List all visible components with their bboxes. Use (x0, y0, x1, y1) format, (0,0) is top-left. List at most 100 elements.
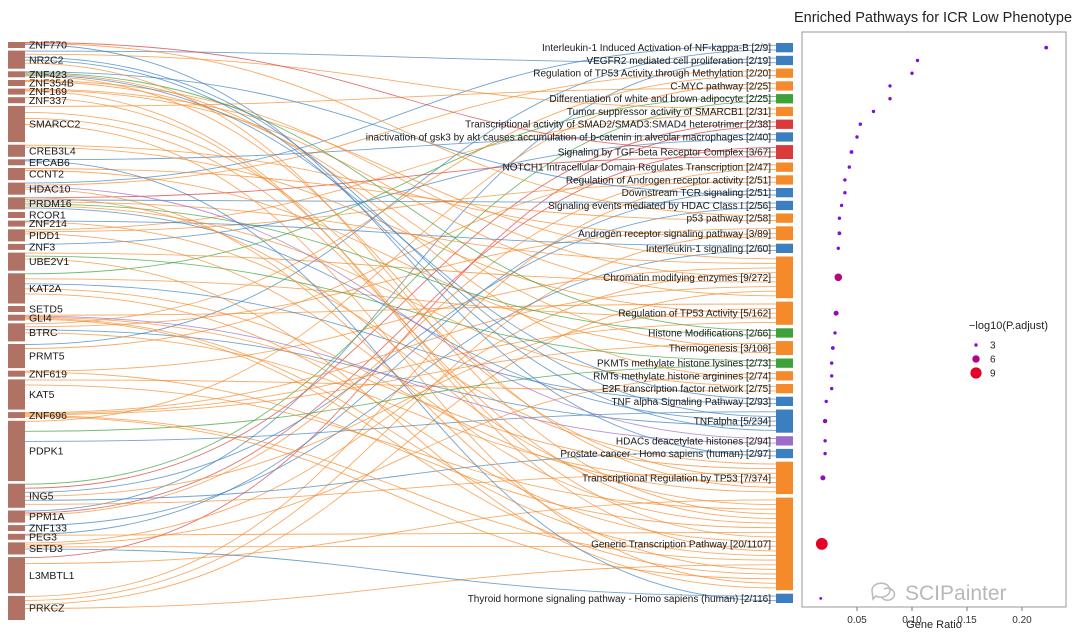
gene-label: PRDM16 (29, 198, 72, 210)
gene-label: CREB3L4 (29, 145, 76, 157)
dot-regulation-of-tp53-activity-through-meth (910, 71, 914, 75)
sankey-link (24, 181, 777, 233)
gene-label: EFCAB6 (29, 157, 70, 169)
legend-dot (974, 343, 978, 347)
sankey-link (24, 168, 777, 221)
sankey-link (24, 90, 777, 552)
gene-node-creb3l4 (8, 144, 25, 157)
gene-node-rcor1 (8, 212, 25, 218)
gene-label: SMARCC2 (29, 119, 81, 131)
pathway-node-regulation-of-androgen-receptor-activity (776, 175, 793, 185)
gene-label: NR2C2 (29, 54, 64, 66)
legend-label: 9 (990, 369, 996, 380)
sankey-link (24, 258, 777, 589)
sankey-link (24, 499, 777, 565)
sankey-link (24, 168, 777, 516)
gene-label: KAT5 (29, 389, 55, 401)
sankey-link (24, 188, 777, 570)
gene-label: ZNF423 (29, 69, 67, 81)
gene-node-znf770 (8, 42, 25, 48)
pathway-node-interleukin-1-signaling-2-60 (776, 243, 793, 253)
gene-node-ccnt2 (8, 168, 25, 181)
sankey-link (24, 329, 777, 427)
sankey-link (24, 203, 777, 336)
pathway-label: E2F transcription factor network [2/75] (602, 384, 771, 395)
pathway-label: Transcriptional activity of SMAD2/SMAD3:… (465, 120, 771, 131)
gene-node-pidd1 (8, 229, 25, 242)
gene-node-prkcz (8, 595, 25, 620)
pathway-node-vegfr2-mediated-cell-proliferation-2-19 (776, 55, 793, 66)
gene-node-ppm1a (8, 510, 25, 523)
pathway-node-tumor-suppressor-activity-of-smarcb1-2-3 (776, 106, 793, 117)
pathway-label: TNFalpha [5/234] (694, 417, 771, 428)
pathway-node-signaling-by-tgf-beta-receptor-complex-3 (776, 145, 793, 159)
gene-node-prdm16 (8, 197, 25, 210)
sankey-link (24, 415, 777, 561)
sankey-link (24, 286, 777, 414)
sankey-link (24, 53, 777, 110)
dot-thyroid-hormone-signaling-pathway-homo-s (819, 597, 823, 600)
dot-vegfr2-mediated-cell-proliferation-2-19 (915, 58, 920, 63)
pathway-label: Signaling events mediated by HDAC Class … (548, 201, 771, 212)
sankey-links (24, 42, 777, 609)
gene-node-setd5 (8, 306, 25, 312)
sankey-link (24, 364, 777, 432)
gene-label: GLI4 (29, 312, 52, 324)
sankey-link (24, 80, 777, 278)
dotplot-points (815, 45, 1049, 600)
sankey-link (24, 170, 777, 354)
pathway-node-p53-pathway-2-58 (776, 213, 793, 223)
sankey-link (24, 531, 777, 536)
sankey-link (24, 97, 777, 538)
pathway-label: Regulation of TP53 Activity through Meth… (533, 69, 771, 80)
gene-node-znf214 (8, 220, 25, 227)
pathway-label: NOTCH1 Intracellular Domain Regulates Tr… (503, 163, 772, 174)
sankey-link (24, 316, 777, 470)
gene-node-pdpk1 (8, 420, 25, 482)
sankey-link (24, 44, 777, 457)
dot-differentiation-of-white-and-brown-adipo (888, 97, 892, 101)
sankey-link (24, 56, 777, 417)
sankey-link (24, 228, 777, 328)
pathway-node-regulation-of-tp53-activity-through-meth (776, 68, 793, 78)
gene-label: KAT2A (29, 283, 61, 295)
pathway-label: TNF alpha Signaling Pathway [2/93] (611, 397, 771, 408)
pathway-node-rmts-methylate-histone-arginines-2-74 (776, 371, 793, 381)
sankey-link (24, 75, 777, 325)
dot-hdacs-deacetylate-histones-2-94 (823, 439, 827, 443)
gene-node-znf423 (8, 71, 25, 78)
gene-label: CCNT2 (29, 169, 64, 181)
sankey-link (24, 146, 777, 514)
chart-title: Enriched Pathways for ICR Low Phenotype (794, 10, 1072, 26)
gene-label: SETD3 (29, 543, 63, 555)
sankey-link (24, 450, 777, 501)
pathway-node-interleukin-1-induced-activation-of-nf-k (776, 43, 793, 53)
pathway-label: p53 pathway [2/58] (686, 214, 771, 225)
dot-p53-pathway-2-58 (837, 216, 842, 220)
gene-label: PIDD1 (29, 230, 60, 242)
pathway-label: Regulation of Androgen receptor activity… (566, 175, 771, 186)
dot-notch1-intracellular-domain-regulates-tr (847, 165, 851, 169)
dot-chromatin-modifying-enzymes-9-272 (834, 273, 843, 282)
legend-title: −log10(P.adjust) (969, 320, 1048, 332)
dot-histone-modifications-2-66 (833, 331, 837, 335)
gene-node-peg3 (8, 533, 25, 540)
legend-label: 6 (990, 355, 996, 366)
gene-node-znf696 (8, 412, 25, 419)
pathway-label: Differentiation of white and brown adipo… (549, 94, 771, 105)
gene-label: ZNF337 (29, 95, 67, 107)
sankey-link (24, 411, 777, 442)
pathway-label: RMTs methylate histone arginines [2/74] (593, 371, 771, 382)
sankey-link (24, 288, 777, 493)
sankey-link (24, 332, 777, 483)
gene-label: BTRC (29, 327, 58, 339)
gene-node-l3mbtl1 (8, 557, 25, 594)
sankey-link (24, 290, 777, 605)
sankey-link (24, 205, 777, 387)
gene-node-kat2a (8, 273, 25, 304)
sankey-link (24, 134, 777, 161)
sankey-link (24, 146, 777, 314)
pathway-node-histone-modifications-2-66 (776, 328, 793, 338)
dot-c-myc-pathway-2-25 (888, 84, 892, 88)
sankey-link (24, 201, 777, 264)
